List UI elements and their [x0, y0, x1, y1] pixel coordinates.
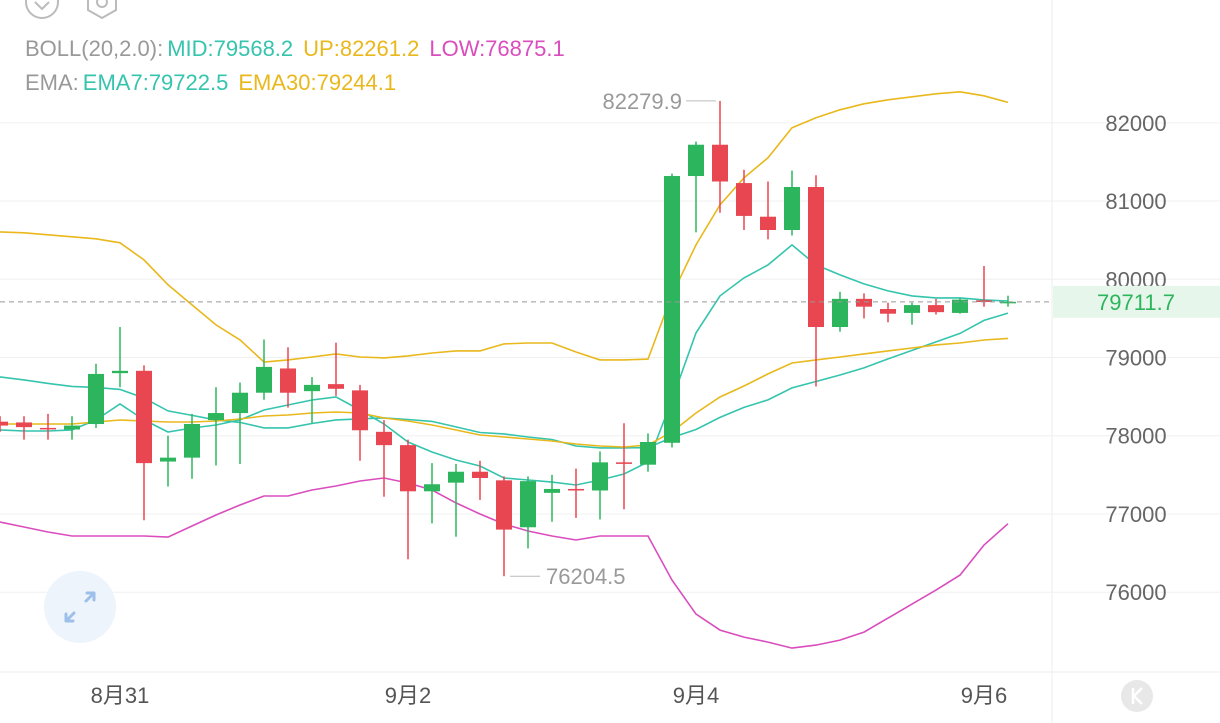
- indicator-line: [0, 337, 1009, 448]
- x-tick-label: 8月31: [91, 683, 150, 708]
- candle-body: [976, 300, 992, 302]
- candle-body: [1000, 301, 1016, 304]
- expand-icon: [64, 591, 96, 623]
- candle-body: [16, 422, 32, 428]
- candle-body: [544, 488, 560, 493]
- candle-body: [40, 427, 56, 430]
- x-tick-label: 9月6: [961, 683, 1007, 708]
- candle-body: [232, 392, 248, 414]
- candle-body: [328, 384, 344, 389]
- k-button[interactable]: [1121, 680, 1153, 712]
- candle-body: [712, 144, 728, 182]
- candle-body: [64, 425, 80, 430]
- candle-body: [952, 299, 968, 313]
- last-price-tag: [1053, 285, 1220, 318]
- y-tick-label: 78000: [1105, 424, 1166, 449]
- expand-button[interactable]: [44, 571, 116, 643]
- legend-entry: LOW:76875.1: [429, 36, 564, 61]
- candle-body: [496, 480, 512, 530]
- legend-entry: EMA7:79722.5: [83, 70, 229, 95]
- legend-title: BOLL(20,2.0):: [25, 36, 163, 61]
- y-tick-label: 79000: [1105, 346, 1166, 371]
- candle-body: [808, 186, 824, 328]
- indicator-line: [0, 312, 1009, 449]
- candle-body: [112, 370, 128, 374]
- candle-body: [88, 373, 104, 425]
- settings-icon-glyph: [96, 0, 108, 8]
- candle-body: [520, 481, 536, 528]
- overlay: 82279.9 76204.5 79711.7: [0, 89, 1220, 589]
- candle-body: [664, 176, 680, 443]
- candle-body: [424, 484, 440, 492]
- candle-body: [880, 309, 896, 314]
- candle-body: [640, 442, 656, 465]
- x-tick-label: 9月2: [385, 683, 431, 708]
- candle-body: [136, 370, 152, 464]
- y-tick-label: 81000: [1105, 189, 1166, 214]
- min-annotation: 76204.5: [546, 564, 626, 589]
- candle-body: [256, 366, 272, 393]
- candle-body: [928, 305, 944, 313]
- candle-body: [160, 457, 176, 462]
- candles: [0, 100, 1016, 577]
- candle-body: [784, 186, 800, 230]
- candle-body: [304, 384, 320, 392]
- legend-row: BOLL(20,2.0): MID:79568.2 UP:82261.2 LOW:76…: [25, 36, 565, 61]
- candle-body: [592, 462, 608, 491]
- y-tick-label: 76000: [1105, 580, 1166, 605]
- legend-title: EMA:: [25, 70, 79, 95]
- settings-icon[interactable]: [87, 0, 117, 20]
- candle-body: [280, 368, 296, 393]
- candle-body: [472, 471, 488, 478]
- legend: BOLL(20,2.0): MID:79568.2 UP:82261.2 LOW:76…: [25, 36, 565, 95]
- candle-body: [736, 183, 752, 216]
- last-price-label: 79711.7: [1097, 290, 1175, 315]
- y-tick-label: 82000: [1105, 111, 1166, 136]
- indicator-line: [0, 90, 1009, 363]
- candle-body: [0, 421, 8, 426]
- legend-row: EMA: EMA7:79722.5 EMA30:79244.1: [25, 70, 396, 95]
- max-annotation: 82279.9: [602, 89, 682, 114]
- y-tick-label: 77000: [1105, 502, 1166, 527]
- toolbar-icon[interactable]: [25, 0, 59, 19]
- k-icon: [1131, 687, 1143, 705]
- candle-body: [376, 431, 392, 446]
- candle-body: [400, 445, 416, 492]
- candle-body: [352, 390, 368, 431]
- candle-body: [760, 216, 776, 230]
- legend-entry: EMA30:79244.1: [238, 70, 396, 95]
- candle-body: [184, 424, 200, 458]
- candle-body: [568, 488, 584, 491]
- x-tick-label: 9月4: [673, 683, 719, 708]
- legend-entry: MID:79568.2: [167, 36, 293, 61]
- candle-body: [688, 144, 704, 177]
- candle-body: [616, 462, 632, 464]
- candle-body: [856, 298, 872, 307]
- candle-body: [448, 471, 464, 483]
- candle-body: [832, 298, 848, 328]
- toolbar-icon-glyph: [34, 1, 50, 11]
- legend-entry: UP:82261.2: [303, 36, 419, 61]
- candle-body: [904, 305, 920, 313]
- candle-body: [208, 413, 224, 421]
